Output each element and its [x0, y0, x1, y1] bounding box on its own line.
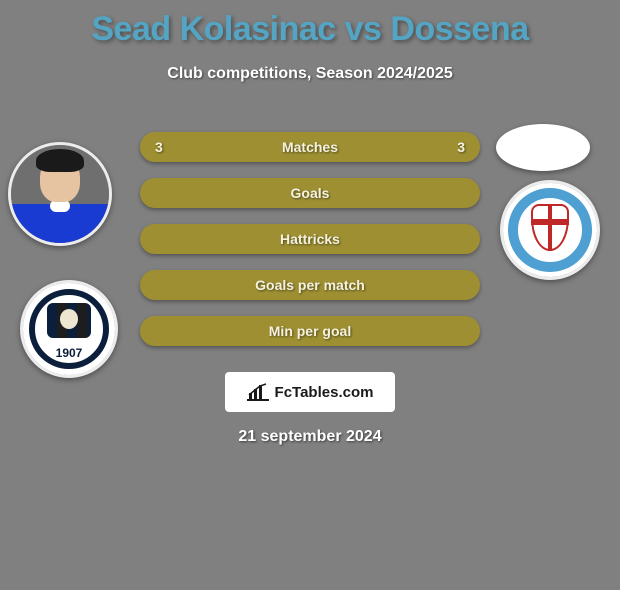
club-right-badge — [500, 180, 600, 280]
player-left-photo — [8, 142, 112, 246]
stat-row-matches: 3 Matches 3 — [140, 132, 480, 162]
stats-container: 3 Matches 3 Goals Hattricks Goals per ma… — [140, 132, 480, 346]
source-badge[interactable]: FcTables.com — [225, 372, 395, 412]
bar-chart-icon — [247, 383, 269, 401]
stat-row-goals-per-match: Goals per match — [140, 270, 480, 300]
date-label: 21 september 2024 — [0, 428, 620, 446]
source-label: FcTables.com — [275, 384, 374, 401]
stat-right-value: 3 — [457, 133, 465, 161]
stat-label: Min per goal — [269, 323, 351, 339]
stat-left-value: 3 — [155, 133, 163, 161]
stat-label: Matches — [282, 139, 338, 155]
stat-label: Hattricks — [280, 231, 340, 247]
stat-row-min-per-goal: Min per goal — [140, 316, 480, 346]
stat-label: Goals per match — [255, 277, 365, 293]
club-left-badge: 1907 — [20, 280, 118, 378]
page-title: Sead Kolasinac vs Dossena — [0, 10, 620, 49]
stat-row-hattricks: Hattricks — [140, 224, 480, 254]
stat-row-goals: Goals — [140, 178, 480, 208]
club-left-year: 1907 — [23, 346, 115, 360]
player-right-photo — [496, 124, 590, 171]
stat-label: Goals — [291, 185, 330, 201]
page-subtitle: Club competitions, Season 2024/2025 — [0, 65, 620, 83]
